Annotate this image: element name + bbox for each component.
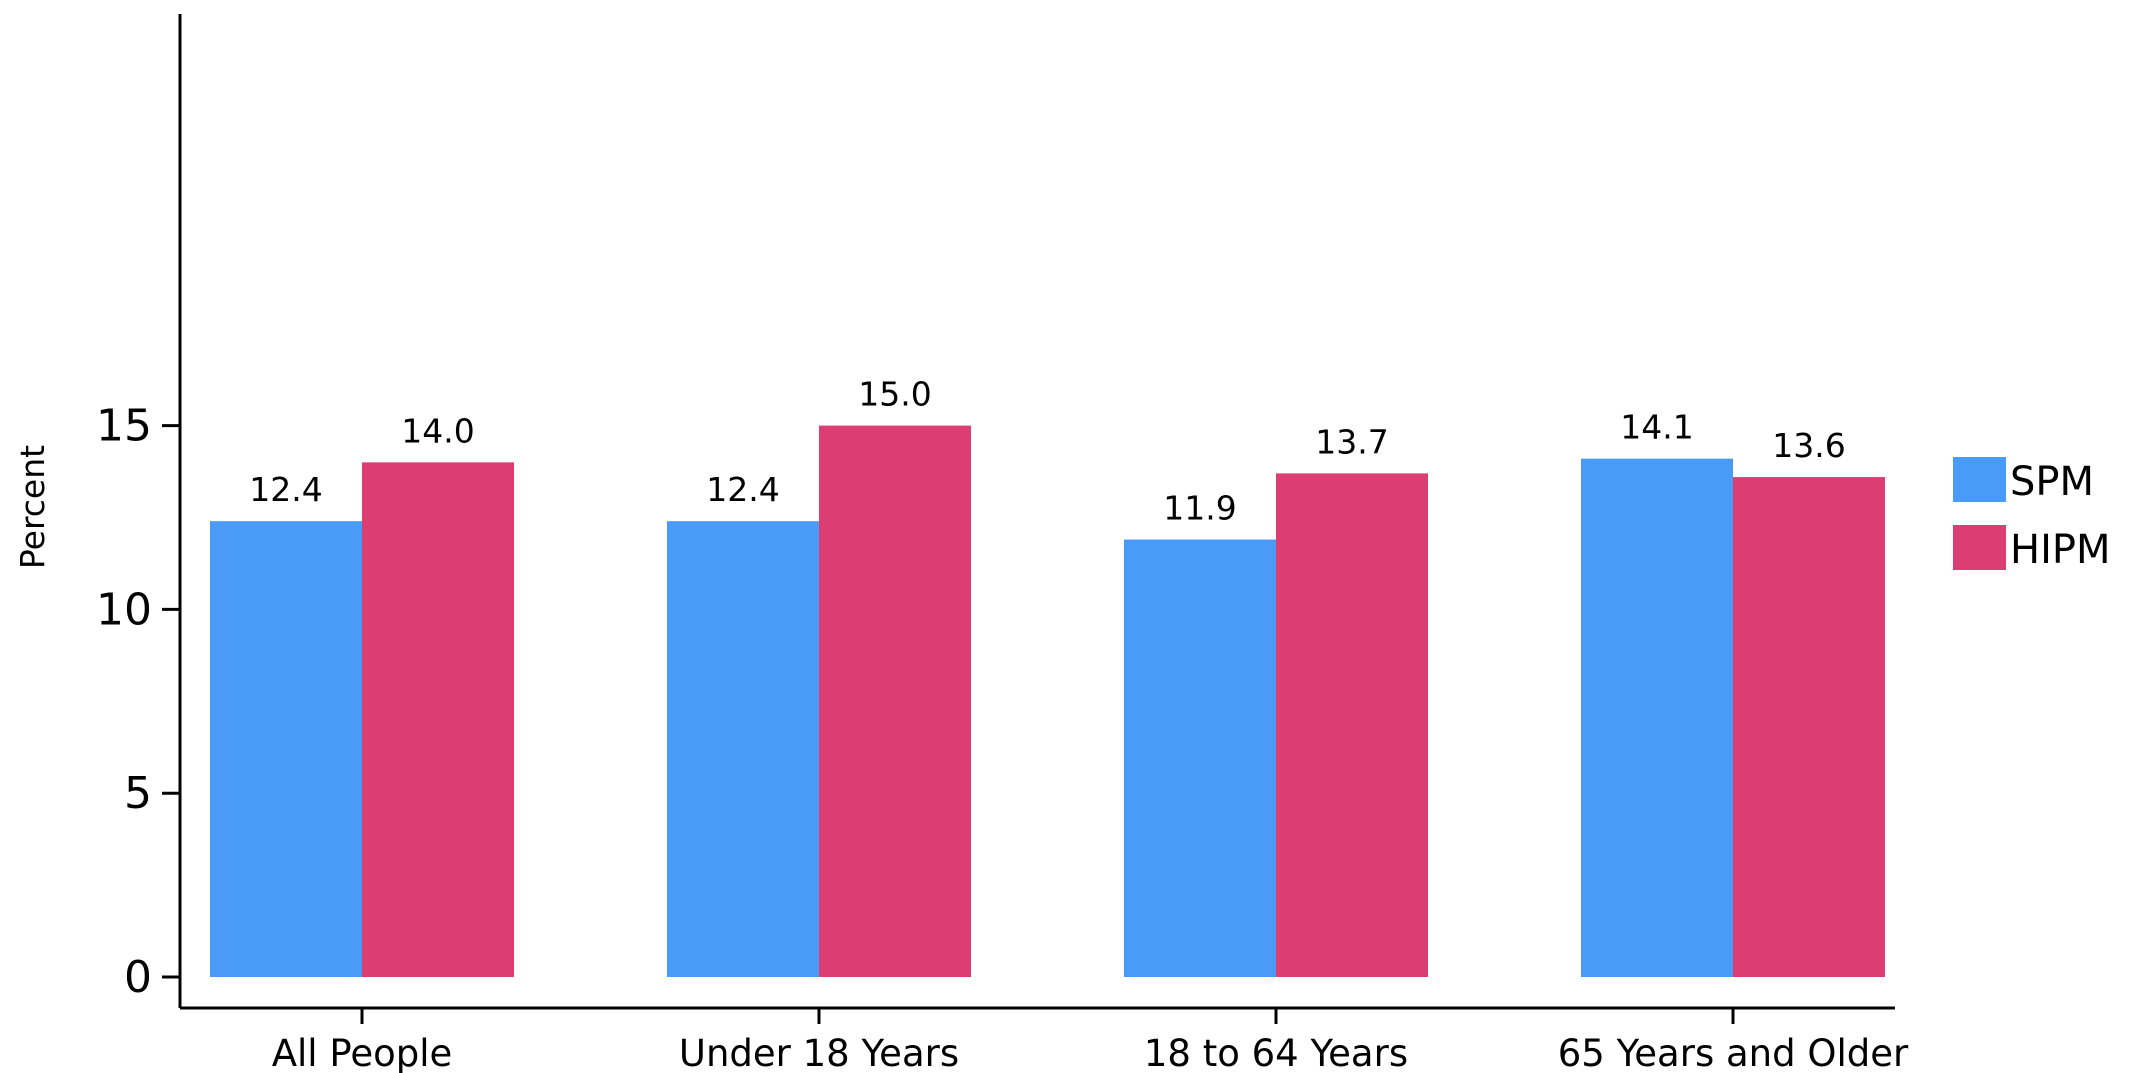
x-ticks-layer: All People Under 18 Years 18 to 64 Years 65…: [272, 1008, 1909, 1073]
x-tick-label: 65 Years and Older: [1558, 1032, 1909, 1073]
bars-layer: [210, 425, 1885, 978]
data-label: 11.9: [1163, 489, 1236, 528]
x-tick-label: All People: [272, 1032, 453, 1073]
axes-layer: [178, 14, 1895, 1010]
y-tick-label: 10: [96, 584, 152, 635]
bar-spm: [210, 521, 362, 977]
bar-spm: [1581, 458, 1733, 978]
y-tick-label: 5: [124, 768, 152, 819]
data-label: 12.4: [706, 470, 779, 509]
data-labels-layer: 12.4 14.0 12.4 15.0 11.9 13.7 14.1 13.6: [249, 375, 1845, 528]
data-label: 13.6: [1772, 426, 1845, 465]
bar-hipm: [819, 425, 971, 978]
legend-swatch-spm: [1953, 457, 2006, 502]
bar-hipm: [1733, 477, 1885, 977]
bar-hipm: [1276, 473, 1428, 977]
legend: SPM HIPM: [1953, 457, 2111, 573]
y-ticks-layer: 0 5 10 15: [96, 401, 180, 1003]
y-axis-label: Percent: [13, 445, 52, 569]
data-label: 14.0: [401, 411, 474, 450]
x-tick-label: Under 18 Years: [679, 1032, 959, 1073]
data-label: 15.0: [858, 375, 931, 414]
bar-hipm: [362, 462, 514, 977]
x-tick-label: 18 to 64 Years: [1144, 1032, 1408, 1073]
legend-label-spm: SPM: [2010, 459, 2094, 505]
data-label: 13.7: [1315, 422, 1388, 461]
y-tick-label: 0: [124, 952, 152, 1003]
data-label: 14.1: [1620, 408, 1693, 447]
bar-spm: [1124, 539, 1276, 977]
y-tick-label: 15: [96, 401, 152, 452]
legend-swatch-hipm: [1953, 525, 2006, 570]
bar-spm: [667, 521, 819, 977]
data-label: 12.4: [249, 470, 322, 509]
legend-label-hipm: HIPM: [2010, 527, 2111, 573]
